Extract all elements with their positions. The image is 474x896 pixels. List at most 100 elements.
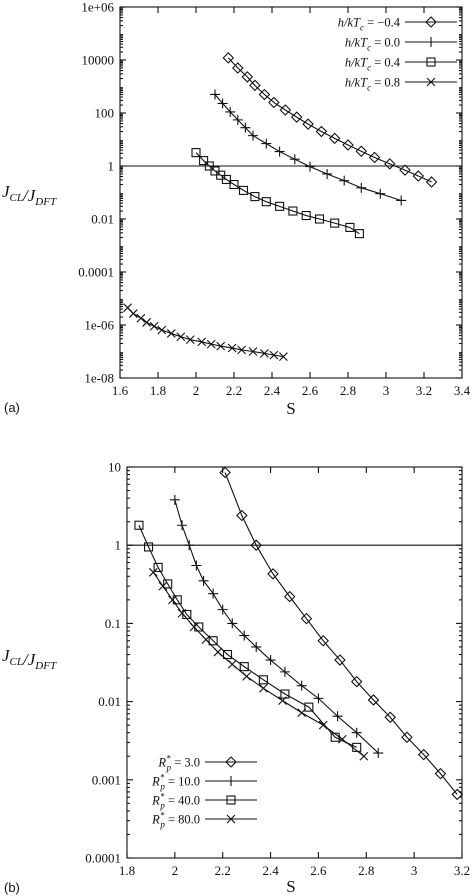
y-tick-label: 0.0001 — [78, 265, 114, 280]
legend-label-sub: p — [159, 782, 165, 792]
x-tick-label: 3.2 — [454, 863, 470, 878]
legend-label-value: = 3.0 — [171, 756, 200, 770]
data-point-plus — [339, 175, 350, 186]
series-diamond — [219, 466, 463, 801]
legend-label: R* p = 80.0 — [151, 811, 200, 830]
legend-label: h/kTc = 0.0 — [345, 36, 400, 53]
legend-label-value: = −0.4 — [364, 16, 401, 30]
x-tick-label: 2.6 — [310, 863, 327, 878]
data-point-square — [239, 662, 249, 672]
data-point-diamond — [451, 788, 463, 801]
legend-label-sub: c — [367, 43, 371, 53]
data-point-diamond — [412, 170, 425, 182]
data-point-square — [275, 201, 285, 211]
data-point-cross — [318, 720, 328, 730]
data-point-diamond — [350, 675, 363, 688]
data-point-square — [330, 218, 340, 228]
y-tick-label: 100 — [95, 106, 115, 121]
data-point-cross — [176, 332, 186, 342]
data-point-diamond — [384, 158, 396, 170]
chart-panel-b: 1.8 2 2.2 2.4 2.6 2.8 3 3.2 0.0001 0.001 0.01 0.1 1 1… — [2, 460, 470, 896]
data-point-diamond — [425, 176, 438, 188]
data-point-cross — [157, 325, 167, 335]
data-point-cross — [227, 659, 237, 669]
data-point-plus — [305, 161, 315, 172]
y-axis-title: JCL/JDFT — [2, 646, 57, 672]
data-point-plus — [351, 727, 362, 738]
legend-label: h/kTc = 0.4 — [345, 56, 401, 73]
legend-label-base: R — [157, 756, 166, 770]
series-line — [214, 94, 402, 202]
legend-label-base: h/kT — [345, 76, 368, 90]
x-tick-label: 2.8 — [340, 383, 356, 398]
data-point-cross — [206, 339, 216, 349]
legend-label-sup: * — [160, 811, 165, 821]
y-axis-title-part: J — [2, 182, 11, 201]
chart-panel-a: 1.6 1.8 2 2.2 2.4 2.6 2.8 3 3.2 3.4 1e-08 1e-06 0.00… — [2, 0, 471, 418]
data-point-plus — [210, 89, 220, 100]
legend-marker-diamond — [425, 16, 437, 28]
data-point-cross — [201, 635, 211, 645]
legend-label-value: = 10.0 — [165, 775, 200, 789]
y-tick-label: 0.01 — [98, 694, 121, 709]
x-axis-title: S — [286, 399, 295, 418]
x-tick-label: 2.2 — [226, 383, 242, 398]
data-point-square — [163, 579, 173, 589]
legend-label: h/kTc = 0.8 — [345, 76, 400, 93]
legend-label: R* p = 40.0 — [151, 792, 200, 811]
data-point-diamond — [302, 118, 314, 130]
data-point-cross — [142, 318, 151, 327]
data-point-cross — [197, 337, 207, 347]
data-point-cross — [297, 708, 307, 718]
data-point-plus — [332, 711, 343, 722]
legend-label-sub: c — [360, 23, 364, 33]
x-tick-label: 3 — [383, 383, 390, 398]
data-point-diamond — [267, 568, 279, 580]
data-point-plus — [198, 575, 209, 586]
data-point-diamond — [315, 125, 328, 138]
data-point-square — [143, 542, 154, 552]
y-axis-title-subscript: CL — [10, 656, 23, 668]
data-point-diamond — [367, 694, 380, 706]
data-point-cross — [158, 581, 168, 591]
legend-marker-plus — [226, 776, 236, 786]
data-point-plus — [373, 748, 384, 759]
x-tick-label: 3.2 — [416, 383, 432, 398]
data-point-diamond — [342, 139, 354, 151]
data-point-plus — [296, 680, 307, 691]
data-point-diamond — [290, 111, 303, 123]
legend-label-value: = 80.0 — [165, 813, 200, 827]
legend-label-base: R — [151, 775, 160, 789]
legend-marker-square — [426, 57, 436, 67]
data-point-plus — [356, 182, 367, 193]
data-point-cross — [189, 622, 199, 632]
plot-frame — [119, 6, 463, 379]
data-point-cross — [279, 352, 288, 362]
data-point-square — [250, 192, 260, 202]
data-point-cross — [213, 647, 223, 657]
series-line — [152, 572, 365, 757]
data-point-diamond — [283, 590, 296, 603]
data-point-square — [194, 622, 204, 632]
data-point-plus — [169, 494, 180, 505]
data-point-plus — [396, 195, 407, 206]
data-point-square — [229, 179, 239, 190]
legend-label-sub: p — [159, 801, 165, 811]
data-point-diamond — [328, 132, 341, 145]
data-point-plus — [217, 98, 228, 109]
data-point-diamond — [417, 748, 430, 761]
legend-label-value: = 0.8 — [371, 76, 400, 90]
data-point-cross — [259, 683, 268, 693]
data-point-diamond — [279, 104, 292, 116]
y-tick-label: 0.1 — [105, 616, 121, 631]
y-axis-title-subscript: DFT — [34, 196, 57, 208]
y-tick-label: 1 — [115, 538, 122, 553]
data-point-diamond — [232, 62, 244, 74]
data-point-plus — [248, 130, 258, 141]
data-point-cross — [337, 734, 347, 744]
data-point-cross — [278, 696, 287, 705]
series-line — [227, 57, 432, 183]
data-point-diamond — [268, 96, 280, 109]
legend-label-sup: * — [166, 754, 171, 764]
series-plus — [169, 494, 384, 759]
